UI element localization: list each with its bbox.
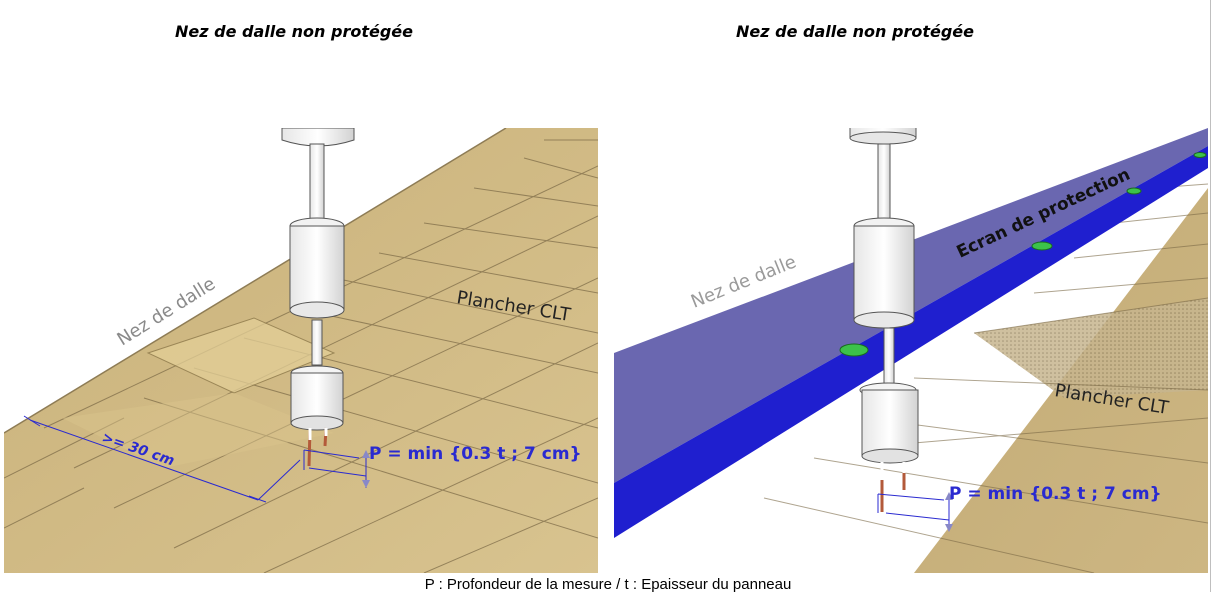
left-distance-dimension xyxy=(23,415,301,503)
screen-hole xyxy=(1193,152,1207,158)
screen-hole xyxy=(1126,187,1142,195)
right-illustration-svg: Nez de dalle Ecran de protection Planche… xyxy=(614,128,1208,573)
left-moisture-meter xyxy=(281,128,355,467)
left-depth-formula: P = min {0.3 t ; 7 cm} xyxy=(369,444,582,464)
right-illustration: Nez de dalle Ecran de protection Planche… xyxy=(614,128,1208,573)
right-panel-title: Nez de dalle non protégée xyxy=(736,22,974,41)
screen-hole xyxy=(1031,241,1053,251)
figure-caption: P : Profondeur de la mesure / t : Epaiss… xyxy=(424,576,792,593)
screen-hole xyxy=(839,343,869,357)
left-illustration-svg: Nez de dalle Plancher CLT P = min {0.3 t xyxy=(4,128,598,573)
right-depth-formula: P = min {0.3 t ; 7 cm} xyxy=(949,484,1162,504)
right-moisture-meter xyxy=(849,128,919,512)
page-margin-line xyxy=(1210,0,1211,592)
protection-screen-edge xyxy=(614,146,1208,538)
left-illustration: Nez de dalle Plancher CLT P = min {0.3 t xyxy=(4,128,598,573)
left-panel-title: Nez de dalle non protégée xyxy=(175,22,413,41)
